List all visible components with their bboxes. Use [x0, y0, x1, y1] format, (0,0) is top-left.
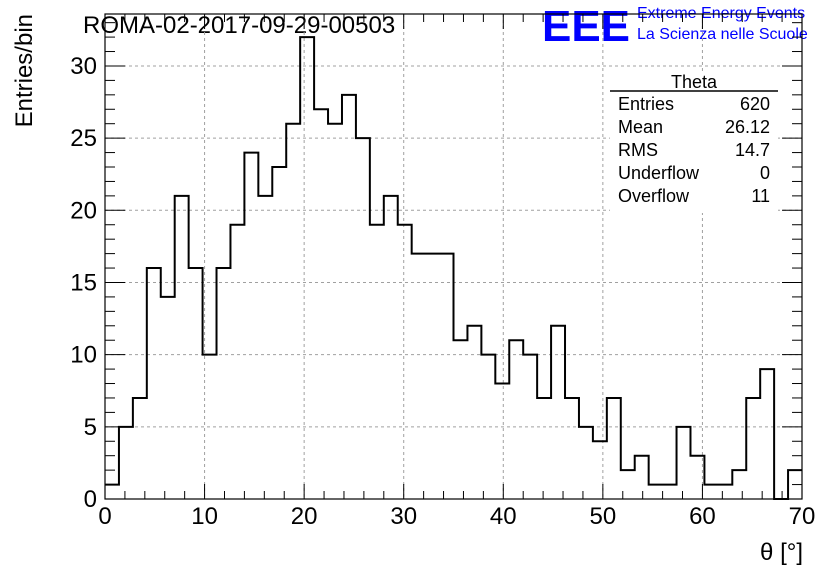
stats-value-entries: 620: [740, 94, 770, 114]
y-tick-label: 30: [70, 53, 97, 80]
stats-label-underflow: Underflow: [618, 163, 700, 183]
axis-ticks: 0 10 20 30 40 50 60 70 0 5 10 15 20 25 30: [70, 14, 815, 530]
grid-lines: [105, 14, 802, 499]
y-tick-label: 5: [84, 414, 97, 441]
x-axis-label: θ [°]: [760, 539, 803, 566]
eee-logo: EEE Extreme Energy Events La Scienza nel…: [542, 2, 808, 51]
x-tick-label: 50: [590, 503, 617, 530]
stats-box-title: Theta: [671, 72, 718, 92]
stats-value-mean: 26.12: [725, 117, 770, 137]
x-tick-label: 10: [191, 503, 218, 530]
stats-row-mean: Mean 26.12: [618, 117, 770, 137]
x-tick-label: 60: [689, 503, 716, 530]
stats-label-mean: Mean: [618, 117, 663, 137]
stats-value-overflow: 11: [751, 186, 770, 206]
stats-row-rms: RMS 14.7: [618, 140, 770, 160]
x-tick-label: 0: [98, 503, 111, 530]
y-tick-label: 0: [84, 486, 97, 513]
eee-logo-text: EEE: [542, 2, 630, 51]
chart-title: ROMA-02-2017-09-29-00503: [83, 12, 395, 39]
stats-row-entries: Entries 620: [618, 94, 770, 114]
y-tick-label: 20: [70, 197, 97, 224]
y-tick-label: 15: [70, 269, 97, 296]
x-tick-label: 30: [390, 503, 417, 530]
x-tick-label: 70: [789, 503, 816, 530]
y-axis-label: Entries/bin: [11, 14, 38, 127]
stats-value-rms: 14.7: [735, 140, 770, 160]
stats-box: Theta Entries 620 Mean 26.12 RMS 14.7 Un…: [610, 72, 778, 213]
x-tick-label: 40: [490, 503, 517, 530]
plot-frame: [104, 13, 803, 500]
histogram-series-line: [105, 36, 802, 500]
stats-label-overflow: Overflow: [618, 186, 690, 206]
stats-label-entries: Entries: [618, 94, 674, 114]
eee-logo-line2: La Scienza nelle Scuole: [637, 26, 808, 43]
stats-box-background: [610, 73, 778, 213]
stats-row-overflow: Overflow 11: [618, 186, 770, 206]
stats-value-underflow: 0: [760, 163, 770, 183]
x-tick-label: 20: [291, 503, 318, 530]
stats-row-underflow: Underflow 0: [618, 163, 770, 183]
y-tick-label: 25: [70, 125, 97, 152]
stats-label-rms: RMS: [618, 140, 658, 160]
y-tick-label: 10: [70, 342, 97, 369]
